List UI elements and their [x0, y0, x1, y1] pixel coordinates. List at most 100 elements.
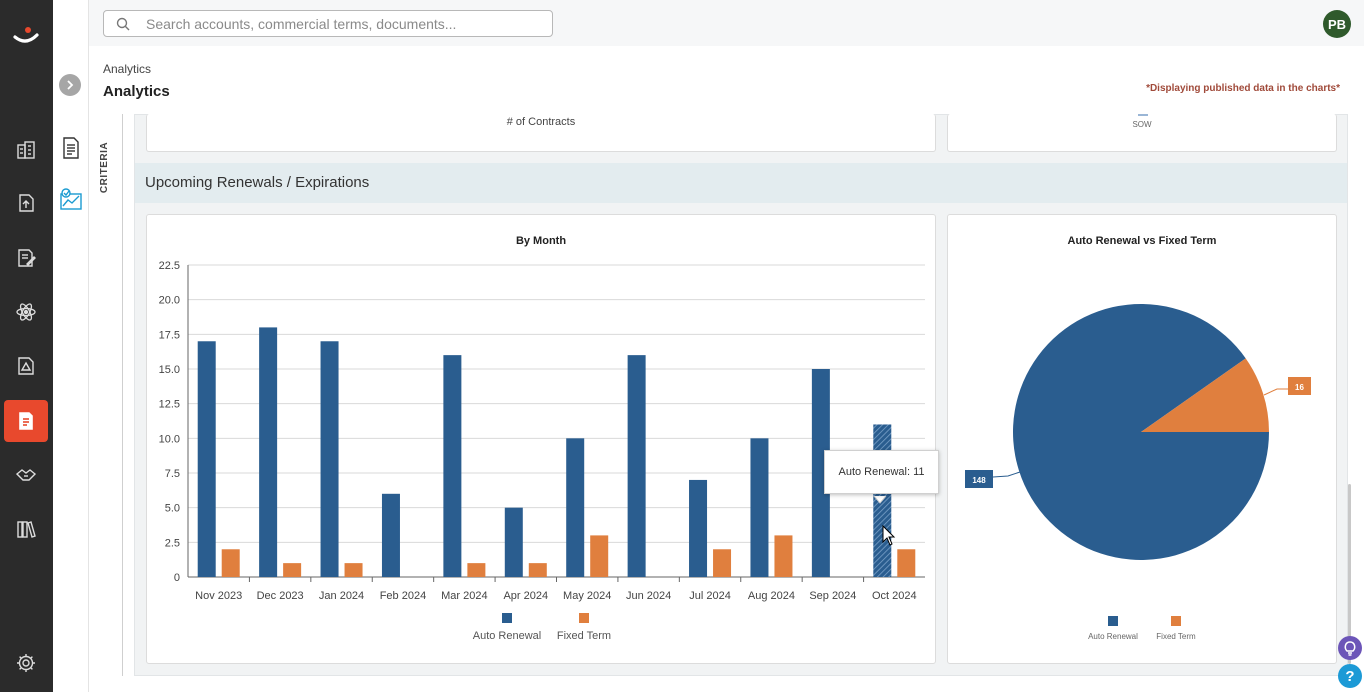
nav-upload[interactable]: [4, 182, 48, 224]
nav-atom[interactable]: [4, 291, 48, 333]
data-label-fixed-term: 16: [1295, 383, 1304, 392]
data-label-auto-renewal: 148: [972, 476, 986, 485]
contracts-axis-label: # of Contracts: [506, 116, 576, 128]
x-tick-label: Sep 2024: [809, 590, 856, 602]
library-icon: [17, 521, 36, 538]
settings-icon: [17, 654, 35, 672]
breadcrumb[interactable]: Analytics: [103, 62, 152, 76]
legend-swatch: [579, 613, 589, 623]
y-tick-label: 2.5: [165, 537, 180, 549]
atom-icon: [16, 303, 36, 321]
nav-settings[interactable]: [4, 642, 48, 684]
data-label-connector: [992, 471, 1021, 478]
secondary-nav: [53, 0, 89, 692]
legend-swatch: [502, 613, 512, 623]
y-tick-label: 5.0: [165, 503, 180, 515]
question-mark-icon: ?: [1345, 667, 1355, 685]
bar-auto-renewal: [320, 341, 339, 577]
data-label-connector: [1263, 388, 1288, 396]
y-tick-label: 17.5: [159, 329, 180, 341]
top-bar: PB: [89, 0, 1364, 46]
help-button[interactable]: ?: [1338, 664, 1362, 688]
mouse-cursor: [882, 524, 896, 546]
upload-icon: [19, 194, 34, 212]
by-month-chart-card: By Month 0 2.5 5.0 7.5 10.0 12.5 15.0 17.5 20.0 2…: [146, 214, 939, 664]
report-list-icon[interactable]: [59, 136, 83, 160]
bar-auto-renewal: [259, 327, 278, 577]
x-tick-label: Mar 2024: [441, 590, 487, 602]
pie-chart: 16 148 Auto Renewal Fixed Term: [965, 304, 1311, 641]
x-tick-label: Dec 2023: [257, 590, 304, 602]
tips-button[interactable]: [1338, 636, 1362, 660]
bar-auto-renewal: [197, 341, 216, 577]
lightbulb-icon: [1344, 641, 1356, 656]
reports-icon: [19, 412, 33, 430]
bar-auto-renewal: [811, 369, 830, 577]
search-icon: [116, 17, 130, 31]
by-month-chart-title: By Month: [515, 235, 567, 247]
search-input[interactable]: [146, 15, 536, 33]
bar-auto-renewal: [689, 479, 708, 577]
bar-fixed-term: [774, 535, 793, 577]
edit-document-icon: [18, 249, 36, 267]
bar-fixed-term: [590, 535, 609, 577]
legend-label: Auto Renewal: [473, 630, 542, 642]
sow-card: SOW: [947, 114, 1337, 152]
analytics-icon[interactable]: [59, 187, 83, 211]
nav-alerts[interactable]: [4, 345, 48, 387]
bar-fixed-term: [344, 563, 363, 577]
pie-chart-title: Auto Renewal vs Fixed Term: [1067, 235, 1217, 247]
chart-tooltip: Auto Renewal: 11: [824, 450, 939, 494]
expand-nav-button[interactable]: [59, 74, 81, 96]
handshake-icon: [15, 469, 37, 481]
criteria-label: CRITERIA: [99, 141, 111, 194]
legend-swatch: [1138, 114, 1148, 116]
x-tick-label: Feb 2024: [380, 590, 426, 602]
app-logo[interactable]: [9, 18, 43, 52]
y-tick-label: 12.5: [159, 399, 180, 411]
x-tick-label: Oct 2024: [872, 590, 917, 602]
data-label-box: [1288, 377, 1311, 395]
y-tick-label: 15.0: [159, 364, 180, 376]
legend-swatch: [1171, 616, 1181, 626]
x-tick-label: Jul 2024: [689, 590, 731, 602]
data-label-box: [965, 470, 993, 488]
bar-auto-renewal: [443, 355, 462, 577]
y-tick-label: 7.5: [165, 468, 180, 480]
contracts-card: # of Contracts: [146, 114, 936, 152]
pie-slice-fixed-term: [1141, 358, 1269, 432]
page-scrollbar[interactable]: [1348, 484, 1351, 664]
sow-legend-label: SOW: [1132, 120, 1152, 129]
legend-label: Fixed Term: [1156, 632, 1196, 641]
y-tick-label: 10.0: [159, 433, 180, 445]
x-tick-label: Aug 2024: [748, 590, 795, 602]
bar-auto-renewal: [381, 493, 400, 577]
nav-edit-documents[interactable]: [4, 237, 48, 279]
chevron-right-icon: [67, 80, 74, 90]
buildings-icon: [17, 141, 35, 159]
bar-auto-renewal: [566, 438, 585, 577]
bar-auto-renewal: [750, 438, 769, 577]
published-data-notice: *Displaying published data in the charts…: [1146, 83, 1340, 94]
criteria-toggle[interactable]: CRITERIA: [99, 114, 123, 676]
x-tick-label: Apr 2024: [503, 590, 548, 602]
x-tick-label: Nov 2023: [195, 590, 242, 602]
nav-reports[interactable]: [4, 400, 48, 442]
nav-partners[interactable]: [4, 454, 48, 496]
search-box[interactable]: [103, 10, 553, 37]
x-tick-label: May 2024: [563, 590, 611, 602]
legend-label: Auto Renewal: [1088, 632, 1138, 641]
legend-label: Fixed Term: [557, 630, 611, 642]
warning-document-icon: [18, 357, 34, 375]
bar-auto-renewal: [627, 355, 646, 577]
nav-library[interactable]: [4, 508, 48, 550]
tooltip-pointer: [873, 495, 887, 504]
user-avatar[interactable]: PB: [1323, 10, 1351, 38]
nav-accounts[interactable]: [4, 129, 48, 171]
bar-fixed-term: [897, 549, 916, 577]
bar-auto-renewal: [504, 507, 523, 577]
bar-fixed-term: [528, 563, 547, 577]
y-tick-label: 22.5: [159, 260, 180, 272]
bar-fixed-term: [713, 549, 732, 577]
